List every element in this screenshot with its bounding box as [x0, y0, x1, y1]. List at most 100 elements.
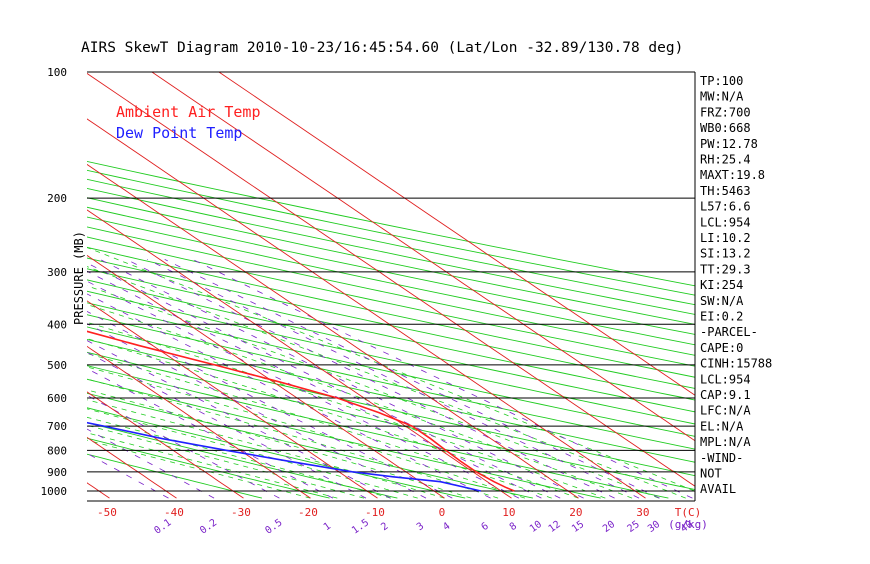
- temp-tick-label-bottom: 0: [439, 506, 446, 519]
- dry-adiabat-line: [87, 437, 330, 499]
- legend-entry: Dew Point Temp: [116, 124, 242, 142]
- mixing-ratio-label: 6: [480, 521, 491, 533]
- index-value: EI:0.2: [700, 310, 743, 324]
- mixing-ratio-line: [87, 270, 542, 499]
- index-value: LI:10.2: [700, 231, 751, 245]
- index-value: CAPE:0: [700, 341, 743, 355]
- mixing-ratio-line: [87, 280, 520, 499]
- temperature-profile-line: [87, 330, 515, 492]
- isotherm-line: [87, 391, 244, 499]
- pressure-tick-label: 100: [47, 66, 67, 79]
- pressure-tick-label: 600: [47, 392, 67, 405]
- pressure-tick-label: 1000: [41, 485, 68, 498]
- dry-adiabat-line: [87, 169, 695, 296]
- temp-tick-label-bottom: 30: [636, 506, 649, 519]
- mixing-ratio-label: 0.1: [152, 517, 173, 536]
- index-value: -WIND-: [700, 451, 743, 465]
- dry-adiabat-line: [87, 160, 695, 287]
- index-value: LCL:954: [700, 372, 751, 386]
- legend-entry: Ambient Air Temp: [116, 103, 261, 121]
- index-value: PW:12.78: [700, 137, 758, 151]
- dry-adiabat-line: [87, 178, 695, 306]
- index-value: -PARCEL-: [700, 325, 758, 339]
- index-value: SI:13.2: [700, 247, 751, 261]
- dry-adiabat-line: [87, 290, 695, 425]
- moist-adiabat-line: [87, 338, 579, 499]
- dry-adiabat-line: [87, 378, 601, 499]
- dry-adiabat-line: [87, 226, 695, 356]
- mixing-ratio-label: 2: [379, 521, 390, 533]
- index-value: CAP:9.1: [700, 388, 751, 402]
- mixing-ratio-line: [87, 293, 491, 499]
- dry-adiabat-line: [87, 302, 695, 437]
- index-value: EL:N/A: [700, 419, 744, 433]
- dry-adiabat-line: [87, 206, 695, 335]
- dry-adiabat-line: [87, 216, 695, 346]
- dry-adiabat-line: [87, 407, 466, 499]
- mixing-ratio-line: [87, 368, 334, 499]
- index-value: RH:25.4: [700, 153, 751, 167]
- mixing-ratio-label: 1: [322, 521, 333, 533]
- temp-tick-label-bottom: -50: [97, 506, 117, 519]
- index-value: LCL:954: [700, 215, 751, 229]
- dry-adiabat-line: [87, 268, 695, 401]
- temp-tick-label-bottom: 20: [569, 506, 582, 519]
- dry-adiabat-line: [87, 187, 695, 315]
- index-value: MPL:N/A: [700, 435, 751, 449]
- mixing-ratio-label: 0.5: [263, 517, 284, 536]
- isotherm-line: [87, 118, 646, 499]
- pressure-tick-label: 500: [47, 359, 67, 372]
- isotherm-line: [87, 436, 177, 499]
- chart-title: AIRS SkewT Diagram 2010-10-23/16:45:54.6…: [81, 40, 683, 56]
- moist-adiabat-line: [87, 304, 633, 499]
- dry-adiabat-line: [87, 197, 695, 325]
- pressure-tick-label: 900: [47, 466, 67, 479]
- index-value: KI:254: [700, 278, 743, 292]
- index-value: SW:N/A: [700, 294, 744, 308]
- mixing-ratio-label: 15: [570, 519, 586, 535]
- moist-adiabat-line: [87, 378, 499, 499]
- isobars: [87, 71, 696, 502]
- index-value: AVAIL: [700, 482, 736, 496]
- index-value: NOT: [700, 467, 722, 481]
- mixing-ratio-label: 1.5: [350, 517, 371, 536]
- dry-adiabat-line: [87, 351, 695, 491]
- mixing-ratio-line: [147, 259, 640, 499]
- isotherm-line: [87, 72, 695, 487]
- dry-adiabat-line: [87, 453, 263, 499]
- dry-adiabat-line: [87, 338, 695, 477]
- index-value: MAXT:19.8: [700, 168, 765, 182]
- isotherm-line: [87, 209, 512, 499]
- mixing-ratio-label: 0.2: [198, 517, 219, 536]
- index-value: TH:5463: [700, 184, 751, 198]
- mixing-ratio-label: 30: [646, 519, 662, 535]
- mixing-ratio-line: [164, 259, 660, 499]
- index-value: LFC:N/A: [700, 404, 751, 418]
- pressure-tick-label: 400: [47, 318, 67, 331]
- x-axis-unit-label: T(C): [675, 506, 702, 519]
- index-value: TP:100: [700, 74, 743, 88]
- profile-series: [87, 330, 515, 492]
- mixing-ratio-label: 3: [415, 521, 426, 533]
- chart-text: AIRS SkewT Diagram 2010-10-23/16:45:54.6…: [72, 40, 772, 496]
- mixing-ratio-lines: [87, 259, 693, 499]
- isotherm-line: [218, 72, 695, 396]
- index-value: WB0:668: [700, 121, 751, 135]
- mixing-ratio-line: [87, 262, 561, 499]
- isotherm-line: [0, 72, 43, 498]
- dewpoint-profile-line: [87, 421, 482, 492]
- temp-tick-label-bottom: -20: [298, 506, 318, 519]
- mixing-ratio-label: 20: [601, 519, 617, 535]
- mixing-ratio-label: 12: [547, 519, 563, 535]
- dry-adiabat-line: [87, 279, 695, 413]
- mixing-ratio-line: [87, 340, 391, 499]
- mixing-ratio-label: 25: [626, 519, 642, 535]
- pressure-tick-label: 300: [47, 266, 67, 279]
- mixing-ratio-line: [87, 310, 453, 499]
- y-axis-label: PRESSURE (MB): [72, 231, 86, 325]
- pressure-tick-label: 700: [47, 420, 67, 433]
- moist-adiabat-line: [87, 285, 660, 499]
- moist-adiabat-line: [87, 266, 686, 499]
